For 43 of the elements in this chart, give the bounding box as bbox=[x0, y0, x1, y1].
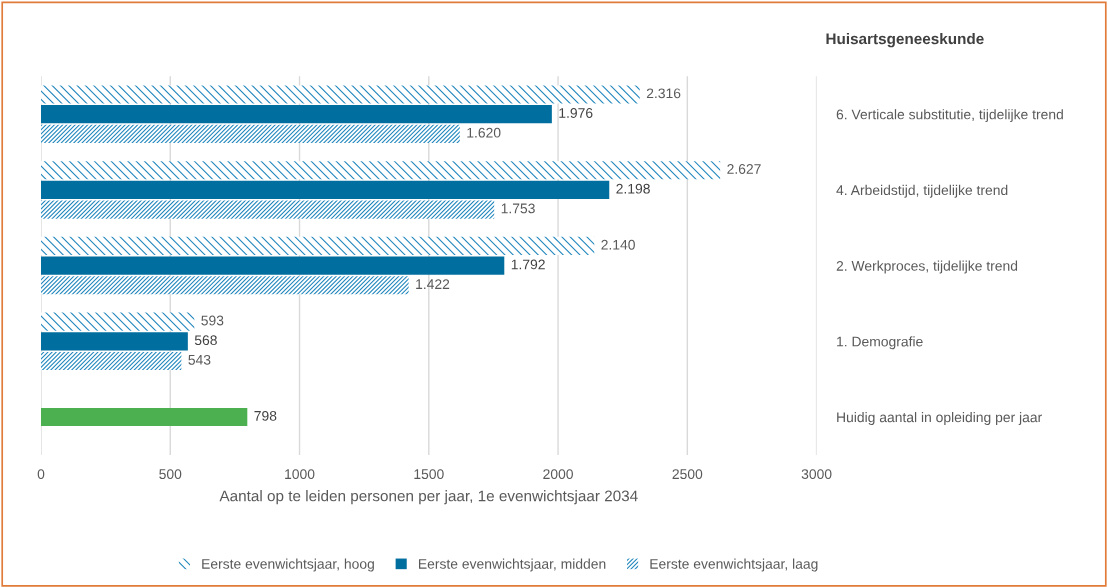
bar bbox=[41, 236, 595, 255]
x-axis-title: Aantal op te leiden personen per jaar, 1e evenwichtsjaar 2034 bbox=[219, 490, 638, 505]
x-tick-label: 3000 bbox=[801, 469, 832, 480]
data-label: 1.620 bbox=[467, 127, 501, 138]
y-tick-label: 4. Arbeidstijd, tijdelijke trend bbox=[836, 184, 1008, 198]
bar bbox=[41, 200, 495, 219]
data-label: 593 bbox=[201, 315, 224, 326]
bar bbox=[41, 105, 552, 124]
text: Huisartsgeneeskunde bbox=[826, 32, 984, 48]
y-tick-label: 1. Demografie bbox=[837, 336, 923, 350]
legend-label: Eerste evenwichtsjaar, midden bbox=[418, 558, 606, 572]
bar bbox=[41, 408, 248, 427]
bar bbox=[41, 124, 460, 143]
x-tick-label: 2000 bbox=[543, 469, 573, 480]
bar bbox=[41, 276, 409, 295]
data-label: 1.792 bbox=[511, 259, 545, 270]
y-tick-label: 2. Werkproces, tijdelijke trend bbox=[836, 260, 1018, 274]
bar bbox=[41, 332, 188, 351]
y-tick-label: 6. Verticale substitutie, tijdelijke trend bbox=[836, 109, 1063, 123]
bar bbox=[41, 256, 505, 275]
x-tick-label: 0 bbox=[37, 469, 45, 480]
data-label: 2.198 bbox=[616, 183, 650, 194]
bar bbox=[41, 180, 610, 199]
legend-label: Eerste evenwichtsjaar, laag bbox=[650, 558, 818, 572]
x-tick-label: 1000 bbox=[285, 469, 315, 480]
bar bbox=[41, 312, 195, 331]
data-label: 2.627 bbox=[727, 164, 761, 174]
x-tick-label: 1500 bbox=[414, 469, 444, 480]
data-label: 1.976 bbox=[559, 108, 593, 118]
data-label: 1.422 bbox=[416, 279, 450, 289]
x-tick-label: 2500 bbox=[672, 469, 703, 480]
bar bbox=[41, 161, 721, 180]
data-label: 1.753 bbox=[501, 203, 535, 214]
bar bbox=[41, 85, 640, 104]
bar bbox=[41, 351, 182, 371]
data-label: 2.140 bbox=[601, 239, 635, 250]
y-tick-label: Huidig aantal in opleiding per jaar bbox=[837, 412, 1042, 425]
x-tick-label: 500 bbox=[159, 469, 182, 480]
data-label: 798 bbox=[254, 410, 277, 421]
legend-label: Eerste evenwichtsjaar, hoog bbox=[202, 558, 374, 572]
data-label: 2.316 bbox=[646, 88, 681, 99]
data-label: 568 bbox=[194, 335, 217, 346]
data-label: 543 bbox=[188, 354, 211, 365]
